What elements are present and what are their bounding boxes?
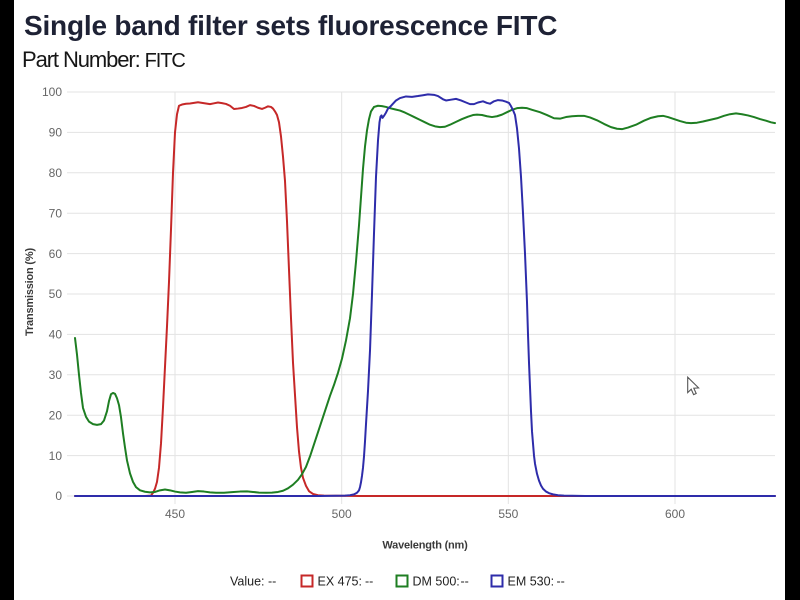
svg-text:70: 70 bbox=[49, 206, 63, 220]
svg-text:80: 80 bbox=[49, 166, 63, 180]
svg-text:--: -- bbox=[365, 575, 373, 589]
svg-text:550: 550 bbox=[498, 507, 518, 521]
svg-text:10: 10 bbox=[49, 449, 63, 463]
svg-text:90: 90 bbox=[49, 126, 63, 140]
svg-text:50: 50 bbox=[49, 287, 63, 301]
svg-text:Wavelength (nm): Wavelength (nm) bbox=[382, 540, 468, 552]
svg-text:0: 0 bbox=[55, 489, 62, 503]
svg-text:100: 100 bbox=[42, 85, 62, 99]
svg-text:--: -- bbox=[557, 575, 565, 589]
svg-text:--: -- bbox=[268, 575, 276, 589]
svg-text:EX 475:: EX 475: bbox=[318, 575, 362, 589]
svg-text:Transmission (%): Transmission (%) bbox=[24, 248, 36, 336]
svg-text:--: -- bbox=[461, 575, 469, 589]
svg-text:60: 60 bbox=[49, 247, 63, 261]
svg-text:30: 30 bbox=[49, 368, 63, 382]
svg-text:500: 500 bbox=[332, 507, 352, 521]
svg-text:DM 500:: DM 500: bbox=[413, 575, 460, 589]
svg-text:40: 40 bbox=[49, 328, 63, 342]
svg-text:600: 600 bbox=[665, 507, 685, 521]
svg-text:450: 450 bbox=[165, 507, 185, 521]
svg-text:20: 20 bbox=[49, 408, 63, 422]
svg-text:EM 530:: EM 530: bbox=[508, 575, 555, 589]
svg-text:Value:: Value: bbox=[230, 575, 265, 589]
